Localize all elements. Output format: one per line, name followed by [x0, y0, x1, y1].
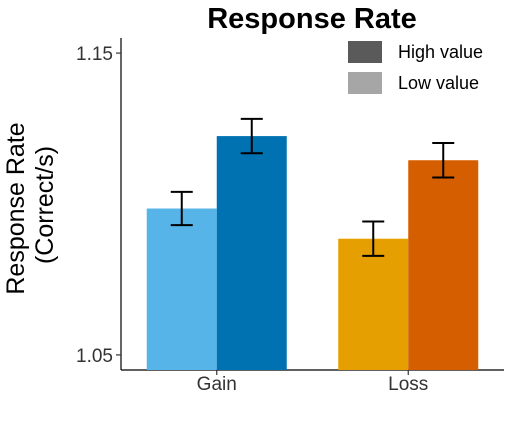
legend-key	[348, 72, 382, 94]
legend-key	[348, 41, 382, 63]
legend-label: Low value	[398, 73, 479, 93]
bar	[216, 136, 287, 370]
y-axis-label-line-2: (Correct/s)	[31, 146, 59, 264]
bar	[408, 160, 479, 370]
chart-title: Response Rate	[207, 3, 417, 35]
y-tick-label: 1.05	[76, 346, 113, 367]
x-tick-label: Loss	[388, 374, 428, 395]
bar	[146, 208, 217, 370]
y-tick-label: 1.15	[76, 44, 113, 65]
y-axis-label-line-1: Response Rate	[2, 122, 30, 294]
legend-label: High value	[398, 42, 483, 62]
plot-area: 1.05 1.15 Gain Loss	[76, 38, 504, 395]
y-axis-label: Response Rate (Correct/s)	[2, 115, 59, 294]
x-tick-label: Gain	[197, 374, 237, 395]
legend: High value Low value	[348, 41, 483, 94]
bar	[338, 238, 409, 370]
